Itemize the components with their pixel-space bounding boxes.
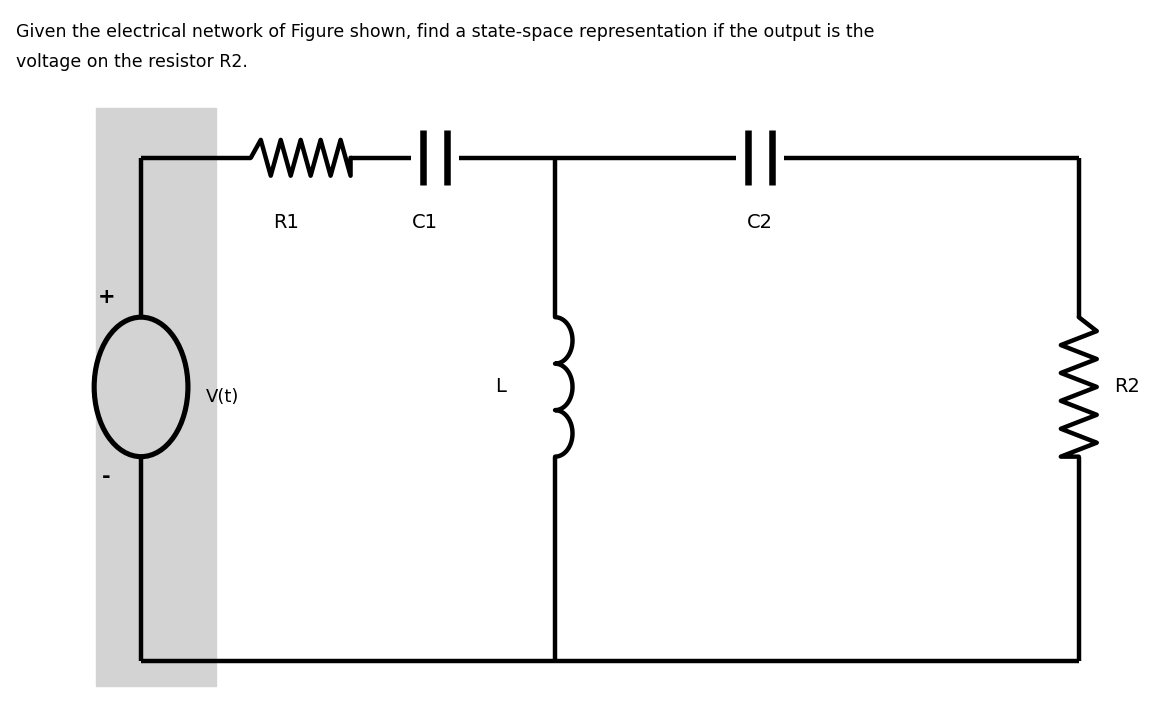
Text: R2: R2 (1114, 377, 1139, 396)
Text: C2: C2 (747, 212, 772, 232)
Text: C1: C1 (412, 212, 439, 232)
Text: L: L (494, 377, 506, 396)
Text: Given the electrical network of Figure shown, find a state-space representation : Given the electrical network of Figure s… (16, 23, 874, 41)
Text: +: + (97, 287, 115, 308)
Text: -: - (102, 467, 110, 486)
Bar (96, 108, 215, 686)
Text: R1: R1 (273, 212, 299, 232)
Text: V(t): V(t) (206, 388, 240, 406)
Text: voltage on the resistor R2.: voltage on the resistor R2. (16, 53, 248, 71)
